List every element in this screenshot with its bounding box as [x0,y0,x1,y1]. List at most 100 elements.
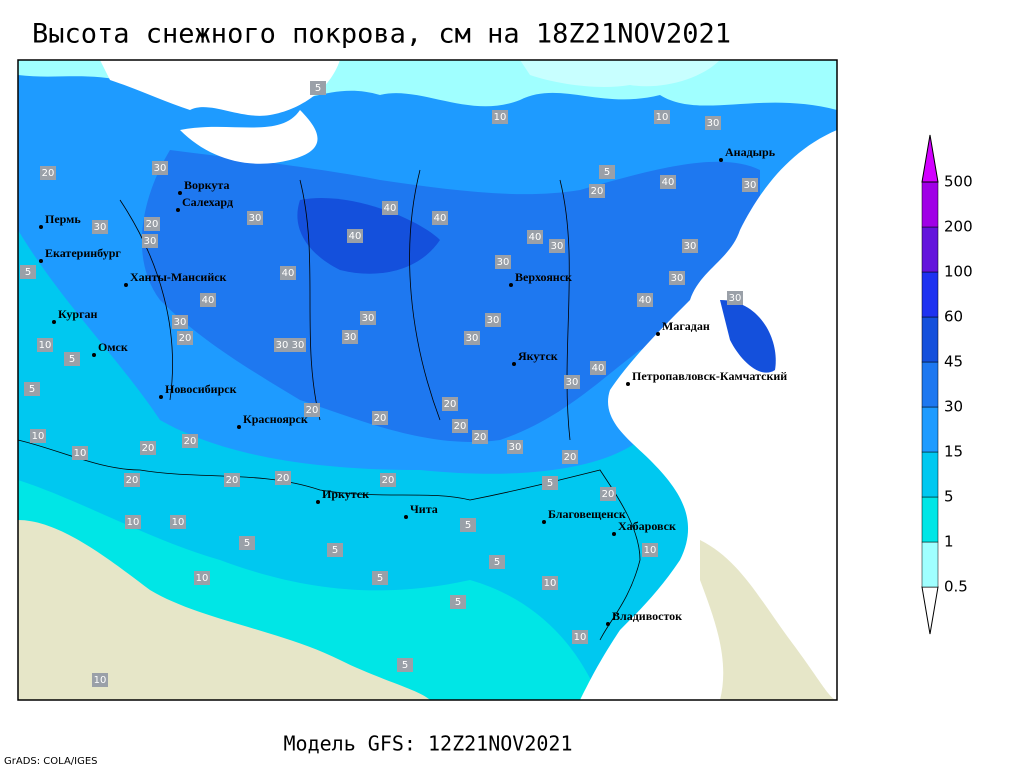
city-dot [159,395,163,399]
contour-label-box [590,361,606,375]
contour-label: 10 [656,112,669,123]
kara-sea [180,110,318,164]
contour-label-box [372,571,388,585]
contour-label-box [310,81,326,95]
contour-label: 40 [639,295,652,306]
contour-label-box [397,658,413,672]
city-dot [542,520,546,524]
arctic-ice [100,60,340,116]
legend-swatch [921,316,939,363]
contour-label: 40 [529,232,542,243]
arctic-shelf [520,60,720,87]
contour-label-box [654,110,670,124]
contour-label-box [290,338,306,352]
contour-label-box [177,331,193,345]
contour-label-box [280,266,296,280]
bare-land [18,520,430,700]
city-dot [512,362,516,366]
contour-label-box [92,220,108,234]
contour-label: 40 [592,363,605,374]
contour-label-box [200,293,216,307]
contour-label: 20 [602,489,615,500]
contour-label-box [564,375,580,389]
map [18,60,837,700]
contour-label: 30 [276,340,289,351]
legend-label: 0.5 [944,578,968,596]
city-label: Омск [98,340,128,354]
legend-label: 60 [944,308,963,326]
contour-label-box [304,403,320,417]
contour-label: 30 [362,313,375,324]
city-dot [92,353,96,357]
city-dot [39,259,43,263]
legend-arrow-low [921,586,939,635]
contour-label-box [142,234,158,248]
contour-label-box [549,239,565,253]
contour-label: 40 [202,295,215,306]
city-dot [176,208,180,212]
contour-label: 10 [494,112,507,123]
contour-label: 10 [196,573,209,584]
heavy-snow [297,198,440,274]
contour-label: 30 [744,180,757,191]
legend-swatch [921,361,939,408]
contour-label: 30 [707,118,720,129]
contour-label: 5 [547,478,553,489]
contour-label-box [172,315,188,329]
contour-label-box [72,446,88,460]
contour-label-box [144,217,160,231]
contour-label: 10 [32,431,45,442]
city-label: Верхоянск [515,270,572,284]
contour-label-box [542,476,558,490]
contour-label-box [572,630,588,644]
contour-label: 5 [494,557,500,568]
contour-label: 20 [277,473,290,484]
contour-label-box [599,165,615,179]
legend-label: 200 [944,218,973,236]
contour-label-box [452,419,468,433]
contour-label: 20 [306,405,319,416]
contour-label: 20 [42,168,55,179]
contour-label: 5 [244,538,250,549]
contour-label-box [24,382,40,396]
contour-label-box [224,473,240,487]
contour-label-box [342,330,358,344]
legend-swatch [921,496,939,543]
legend-swatch [921,541,939,588]
city-dot [316,500,320,504]
city-label: Якутск [518,349,558,363]
contour-label: 5 [315,83,321,94]
contour-label-box [327,543,343,557]
contour-label: 20 [382,475,395,486]
city-dot [178,191,182,195]
contour-label-box [152,161,168,175]
contour-label: 30 [551,241,564,252]
city-dot [237,425,241,429]
contour-label-box [682,239,698,253]
city-label: Чита [410,502,438,516]
city-label: Ханты-Мансийск [130,270,227,284]
city-dot [39,225,43,229]
contour-label: 40 [662,177,675,188]
contour-label: 30 [487,315,500,326]
contour-label: 10 [574,632,587,643]
contour-label: 20 [226,475,239,486]
contour-label: 20 [146,219,159,230]
contour-label-box [124,473,140,487]
contour-label-box [92,673,108,687]
contour-label: 20 [564,452,577,463]
legend-label: 500 [944,173,973,191]
legend-label: 100 [944,263,973,281]
contour-label: 30 [344,332,357,343]
city-dot [612,532,616,536]
contour-label: 40 [349,231,362,242]
contour-label: 5 [604,167,610,178]
city-dot [626,382,630,386]
contour-label-box [489,555,505,569]
contour-label: 5 [332,545,338,556]
contour-label: 40 [434,213,447,224]
contour-label: 30 [497,257,510,268]
contour-label-box [64,352,80,366]
